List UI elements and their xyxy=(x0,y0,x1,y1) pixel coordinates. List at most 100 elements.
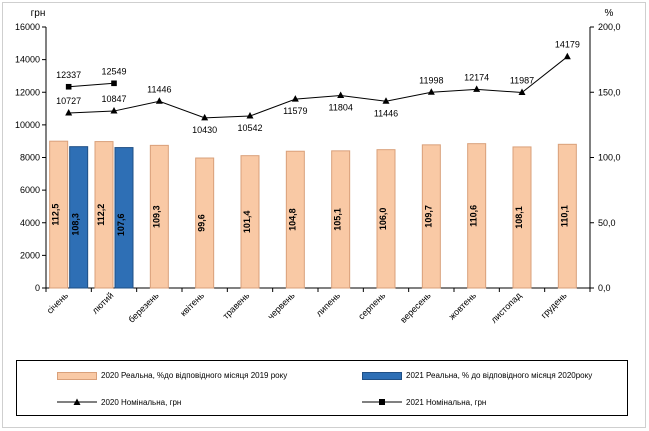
bar-label-2020-real: 110,6 xyxy=(469,205,479,227)
category-label: листопад xyxy=(489,290,524,325)
nominal-2020-value-label: 10727 xyxy=(56,96,81,106)
nominal-2020-point xyxy=(382,97,390,104)
bar-2020-real xyxy=(557,143,577,289)
category-label: вересень xyxy=(398,290,433,325)
bar-2020-real xyxy=(94,141,114,289)
bar-2020-real xyxy=(376,149,396,289)
right-tick-label: 50,0 xyxy=(598,218,616,228)
nominal-2020-value-label: 10847 xyxy=(101,94,126,104)
nominal-2020-point xyxy=(155,97,163,104)
left-axis-unit: грн xyxy=(31,8,46,19)
nominal-2020-point xyxy=(427,88,435,95)
bar-2020-real xyxy=(467,143,487,289)
bar-2020-real xyxy=(512,146,532,289)
category-label: лютий xyxy=(90,290,115,315)
legend-line-square-icon xyxy=(362,399,402,405)
left-tick-label: 14000 xyxy=(15,55,40,65)
legend-item-2021-real: 2021 Реальна, % до відповідного місяця 2… xyxy=(362,371,592,380)
left-tick-label: 4000 xyxy=(20,218,40,228)
nominal-2021-point xyxy=(111,80,117,87)
bar-label-2020-real: 110,1 xyxy=(559,205,569,227)
bar-label-2020-real: 112,5 xyxy=(51,204,61,226)
bar-2020-real xyxy=(195,157,215,289)
nominal-2020-point xyxy=(337,91,345,98)
nominal-2020-point xyxy=(65,109,73,116)
bar-2020-real xyxy=(49,140,69,289)
legend-swatch-2021-real xyxy=(362,371,402,380)
nominal-2020-point xyxy=(201,113,209,121)
left-tick-label: 2000 xyxy=(20,250,40,260)
legend-item-2021-nominal: 2021 Номінальна, грн xyxy=(362,397,486,407)
legend-label-2021-real: 2021 Реальна, % до відповідного місяця 2… xyxy=(406,371,593,380)
bar-label-2020-real: 109,7 xyxy=(423,205,433,228)
legend-line-triangle-icon xyxy=(57,398,97,405)
bar-label-2021-real: 107,6 xyxy=(116,214,126,237)
legend-swatch-2020-real xyxy=(57,371,97,380)
nominal-2020-value-label: 14179 xyxy=(555,40,580,50)
bar-label-2020-real: 106,0 xyxy=(378,208,388,231)
left-tick-label: 8000 xyxy=(20,153,40,163)
combo-chart: грн % 0 2000 4000 6000 8000 10000 12000 14000 16… xyxy=(15,8,621,325)
nominal-2021-point xyxy=(65,83,72,90)
category-label: червень xyxy=(266,290,297,321)
category-label: березень xyxy=(126,290,161,325)
bars xyxy=(49,140,577,289)
nominal-2020-value-label: 12174 xyxy=(464,72,489,82)
bar-label-2020-real: 104,8 xyxy=(287,208,297,231)
lines xyxy=(65,52,571,121)
bar-2021-real xyxy=(114,147,134,289)
nominal-2021-value-label: 12337 xyxy=(56,70,81,80)
legend-item-2020-nominal: 2020 Номінальна, грн xyxy=(57,397,181,407)
bar-label-2020-real: 105,1 xyxy=(333,208,343,231)
left-tick-label: 16000 xyxy=(15,22,40,32)
bar-label-2020-real: 112,2 xyxy=(96,204,106,226)
bar-label-2020-real: 109,3 xyxy=(151,205,161,228)
bar-2020-real xyxy=(331,150,351,289)
left-tick-label: 10000 xyxy=(15,120,40,130)
bar-label-2020-real: 108,1 xyxy=(514,206,524,229)
bar-label-2021-real: 108,3 xyxy=(71,213,81,236)
nominal-2020-line xyxy=(68,56,568,119)
category-label: січень xyxy=(45,290,71,316)
bar-2021-real xyxy=(69,146,89,289)
nominal-2021-line xyxy=(68,82,115,88)
legend: 2020 Реальна, %до відповідного місяця 20… xyxy=(16,360,628,416)
bar-label-2020-real: 101,4 xyxy=(242,211,252,234)
legend-item-2020-real: 2020 Реальна, %до відповідного місяця 20… xyxy=(57,371,287,380)
nominal-2020-value-label: 11804 xyxy=(328,102,352,112)
data-labels: 112,5 108,3 112,2 107,6 109,3 99,6 101,4 104,8 1… xyxy=(51,40,580,236)
legend-label-2020-real: 2020 Реальна, %до відповідного місяця 20… xyxy=(101,371,288,380)
nominal-2020-point xyxy=(473,85,481,92)
nominal-2020-value-label: 10542 xyxy=(237,123,262,133)
nominal-2020-value-label: 11446 xyxy=(374,108,398,118)
category-label: серпень xyxy=(356,290,387,321)
legend-label-2021-nominal: 2021 Номінальна, грн xyxy=(406,397,487,407)
nominal-2020-value-label: 10430 xyxy=(192,125,217,135)
bar-2020-real xyxy=(149,144,169,289)
category-label: квітень xyxy=(178,290,206,318)
category-label: грудень xyxy=(539,290,569,320)
nominal-2020-point xyxy=(110,107,118,114)
nominal-2020-value-label: 11987 xyxy=(510,75,534,85)
left-tick-label: 0 xyxy=(35,283,40,293)
nominal-2020-point xyxy=(563,52,571,60)
nominal-2021-value-label: 12549 xyxy=(101,66,126,76)
category-label: жовтень xyxy=(447,290,479,322)
category-label: липень xyxy=(314,290,342,318)
nominal-2020-value-label: 11579 xyxy=(283,106,307,116)
legend-label-2020-nominal: 2020 Номінальна, грн xyxy=(101,397,182,407)
right-tick-label: 150,0 xyxy=(598,87,621,97)
left-tick-label: 6000 xyxy=(20,185,40,195)
bar-2020-real xyxy=(421,144,441,289)
bar-label-2020-real: 99,6 xyxy=(197,214,207,232)
right-tick-label: 200,0 xyxy=(598,22,621,32)
nominal-2020-value-label: 11998 xyxy=(419,75,443,85)
category-label: травень xyxy=(221,290,252,321)
nominal-2020-point xyxy=(246,112,254,119)
nominal-2020-point xyxy=(291,95,299,102)
nominal-2020-value-label: 11446 xyxy=(147,84,171,94)
bar-2020-real xyxy=(285,150,305,289)
right-tick-label: 0,0 xyxy=(598,283,611,293)
left-tick-label: 12000 xyxy=(15,87,40,97)
